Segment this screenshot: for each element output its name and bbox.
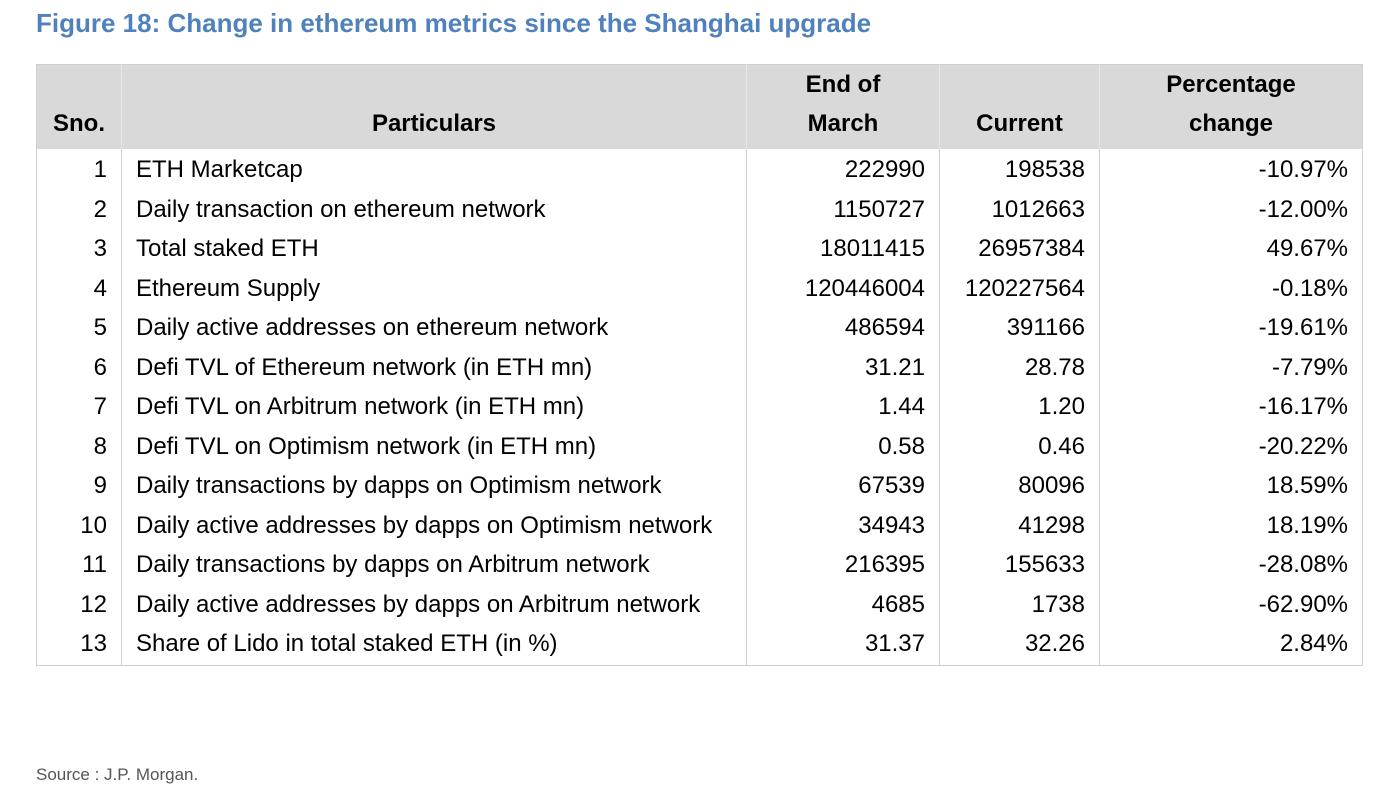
cell-particulars: Daily transactions by dapps on Arbitrum … [121,545,747,585]
cell-current: 198538 [939,149,1100,190]
cell-particulars: Total staked ETH [121,229,747,269]
cell-current: 32.26 [939,624,1100,665]
cell-particulars: Daily transaction on ethereum network [121,189,747,229]
cell-sno: 8 [93,432,107,460]
cell-current: 80096 [939,466,1100,506]
cell-sno: 1 [93,156,107,183]
cell-particulars: ETH Marketcap [121,149,747,190]
cell-end-of-march: 1150727 [746,189,940,229]
cell-particulars: Ethereum Supply [121,268,747,308]
cell-sno: 13 [80,630,107,657]
table-row: 4 Ethereum Supply 120446004 120227564 -0.18% [37,268,1363,308]
figure-title: Figure 18: Change in ethereum metrics si… [36,8,872,38]
table-row: 6 Defi TVL of Ethereum network (in ETH mn… [37,347,1363,387]
metrics-table: Sno. Particulars End of March Current Pe… [36,64,1363,666]
cell-percentage-change: -10.97% [1099,149,1363,190]
cell-percentage-change: -12.00% [1099,189,1363,229]
cell-percentage-change: 18.19% [1099,505,1363,545]
table-row: 5 Daily active addresses on ethereum netw… [37,308,1363,348]
cell-end-of-march: 18011415 [746,229,940,269]
cell-sno: 12 [80,590,107,618]
header-end-of-march: End of March [746,64,940,149]
table-row: 10 Daily active addresses by dapps on Opt… [37,505,1363,545]
header-current: Current [939,64,1100,149]
source-note: Source : J.P. Morgan. [36,765,199,784]
table-header: Sno. Particulars End of March Current Pe… [36,64,1363,149]
cell-current: 26957384 [939,229,1100,269]
table-body: 1 ETH Marketcap 222990 198538 -10.97% 2 Daily … [37,149,1363,665]
cell-sno: 10 [80,511,107,539]
cell-sno: 2 [93,195,107,223]
header-sno: Sno. [36,64,122,149]
cell-end-of-march: 34943 [746,505,940,545]
cell-current: 28.78 [939,347,1100,387]
cell-percentage-change: -62.90% [1099,584,1363,624]
cell-percentage-change: -0.18% [1099,268,1363,308]
cell-sno: 6 [93,353,107,381]
table-row: 9 Daily transactions by dapps on Optimism… [37,466,1363,506]
cell-particulars: Defi TVL on Arbitrum network (in ETH mn) [121,387,747,427]
cell-current: 1012663 [939,189,1100,229]
cell-percentage-change: -19.61% [1099,308,1363,348]
cell-percentage-change: -7.79% [1099,347,1363,387]
cell-percentage-change: -20.22% [1099,426,1363,466]
cell-sno: 11 [82,551,107,578]
header-row: Sno. Particulars End of March Current Pe… [36,64,1363,149]
cell-sno: 3 [93,235,107,262]
cell-sno: 9 [93,472,107,499]
cell-end-of-march: 222990 [746,149,940,190]
table-row: 13 Share of Lido in total staked ETH (in … [37,624,1363,665]
cell-particulars: Daily active addresses by dapps on Arbit… [121,584,747,624]
cell-end-of-march: 0.58 [746,426,940,466]
cell-current: 41298 [939,505,1100,545]
cell-particulars: Defi TVL of Ethereum network (in ETH mn) [121,347,747,387]
cell-current: 155633 [939,545,1100,585]
cell-end-of-march: 120446004 [746,268,940,308]
header-end-of-march-text: End of March [805,71,881,137]
metrics-table-container: Sno. Particulars End of March Current Pe… [36,64,1363,666]
table-row: 8 Defi TVL on Optimism network (in ETH mn… [37,426,1363,466]
table-row: 3 Total staked ETH 18011415 26957384 49.67% [37,229,1363,269]
cell-end-of-march: 486594 [746,308,940,348]
cell-particulars: Defi TVL on Optimism network (in ETH mn) [121,426,747,466]
cell-end-of-march: 216395 [746,545,940,585]
cell-sno: 7 [93,393,107,420]
cell-end-of-march: 31.37 [746,624,940,665]
cell-particulars: Daily transactions by dapps on Optimism … [121,466,747,506]
cell-current: 0.46 [939,426,1100,466]
cell-sno: 5 [93,314,107,341]
cell-end-of-march: 31.21 [746,347,940,387]
cell-end-of-march: 67539 [746,466,940,506]
cell-particulars: Daily active addresses on ethereum netwo… [121,308,747,348]
cell-end-of-march: 4685 [746,584,940,624]
header-particulars: Particulars [121,64,747,149]
cell-percentage-change: 49.67% [1099,229,1363,269]
cell-sno: 4 [93,274,107,302]
table-row: 12 Daily active addresses by dapps on Arb… [37,584,1363,624]
cell-end-of-march: 1.44 [746,387,940,427]
cell-particulars: Share of Lido in total staked ETH (in %) [121,624,747,665]
cell-current: 1738 [939,584,1100,624]
table-row: 2 Daily transaction on ethereum network 11… [37,189,1363,229]
cell-current: 1.20 [939,387,1100,427]
table-row: 1 ETH Marketcap 222990 198538 -10.97% [37,149,1363,190]
table-row: 11 Daily transactions by dapps on Arbitru… [37,545,1363,585]
table-row: 7 Defi TVL on Arbitrum network (in ETH mn… [37,387,1363,427]
header-percentage-change-text: Percentage change [1166,71,1296,137]
cell-percentage-change: 2.84% [1099,624,1363,665]
cell-percentage-change: -16.17% [1099,387,1363,427]
cell-percentage-change: -28.08% [1099,545,1363,585]
header-percentage-change: Percentage change [1099,64,1363,149]
cell-current: 391166 [939,308,1100,348]
cell-current: 120227564 [939,268,1100,308]
cell-percentage-change: 18.59% [1099,466,1363,506]
cell-particulars: Daily active addresses by dapps on Optim… [121,505,747,545]
